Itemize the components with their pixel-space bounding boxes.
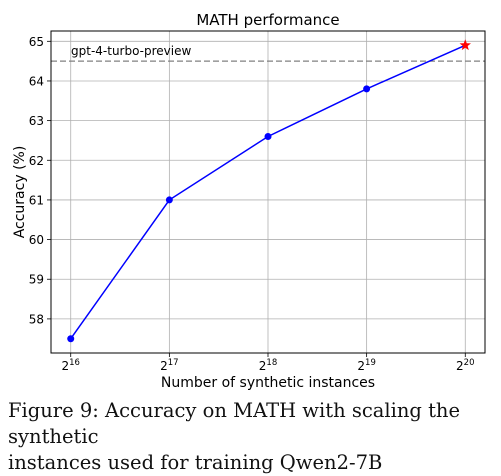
caption-line-1: Figure 9: Accuracy on MATH with scaling … — [8, 399, 461, 448]
caption-line-2: instances used for training Qwen2-7B — [8, 451, 383, 474]
y-tick-label: 60 — [29, 233, 44, 247]
x-axis-label: Number of synthetic instances — [161, 375, 375, 391]
math-performance-chart: MATH performance 58 59 60 61 62 63 64 65 216 217… — [12, 11, 486, 391]
y-tick-label: 62 — [29, 154, 44, 168]
y-tick-label: 59 — [29, 273, 44, 287]
y-axis-ticks: 58 59 60 61 62 63 64 65 — [29, 35, 51, 326]
data-points — [67, 39, 471, 343]
reference-line-label: gpt-4-turbo-preview — [71, 44, 191, 58]
y-tick-label: 64 — [29, 74, 44, 88]
grid-lines — [51, 31, 485, 353]
data-point — [67, 335, 75, 343]
y-tick-label: 61 — [29, 193, 44, 207]
x-axis-ticks: 216 217 218 219 220 — [61, 353, 475, 373]
x-tick-label: 217 — [160, 358, 178, 373]
x-tick-label: 219 — [357, 358, 375, 373]
chart-title: MATH performance — [196, 11, 339, 29]
data-point — [264, 132, 272, 140]
figure-caption: Figure 9: Accuracy on MATH with scaling … — [8, 398, 498, 476]
y-tick-label: 58 — [29, 312, 44, 326]
x-tick-label: 220 — [456, 358, 474, 373]
y-tick-label: 65 — [29, 35, 44, 49]
data-point — [165, 196, 173, 204]
x-tick-label: 216 — [61, 358, 79, 373]
y-axis-label: Accuracy (%) — [12, 146, 28, 239]
x-tick-label: 218 — [259, 358, 277, 373]
y-tick-label: 63 — [29, 114, 44, 128]
data-point-star — [459, 39, 471, 51]
plot-frame — [50, 30, 486, 354]
data-point — [363, 85, 371, 93]
